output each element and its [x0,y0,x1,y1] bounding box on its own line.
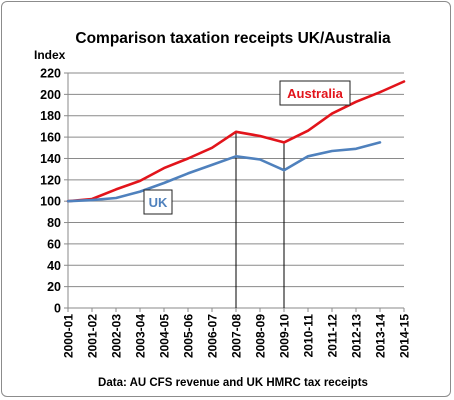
source-note: Data: AU CFS revenue and UK HMRC tax rec… [98,377,368,389]
x-tick-label: 2004-05 [158,314,172,358]
x-tick-label: 2000-01 [62,314,76,358]
x-tick-label: 2011-12 [326,314,340,358]
y-tick-label: 40 [47,259,61,273]
series-label-box-uk [143,189,173,215]
y-axis-label: Index [34,48,66,62]
series-label-box-australia [279,80,351,106]
y-tick-label: 160 [40,131,61,145]
y-tick-label: 0 [54,302,61,316]
x-tick-label: 2013-14 [374,314,388,358]
series-label-australia: Australia [287,86,343,101]
x-tick-label: 2008-09 [254,314,268,358]
x-tick-label: 2006-07 [206,314,220,358]
x-tick-label: 2005-06 [182,314,196,358]
x-tick-label: 2012-13 [350,314,364,358]
chart-title: Comparison taxation receipts UK/Australi… [75,30,391,47]
series-line-australia [66,80,406,203]
y-tick-label: 80 [47,216,61,230]
x-tick-label: 2003-04 [134,314,148,358]
x-tick-label: 2002-03 [110,314,124,358]
x-tick-label: 2010-11 [302,314,316,358]
y-tick-label: 100 [40,195,61,209]
x-tick-label: 2014-15 [398,314,412,358]
x-tick-label: 2001-02 [86,314,100,358]
series-line-uk [66,141,382,203]
y-tick-label: 220 [40,67,61,81]
series-label-uk: UK [149,195,168,210]
y-tick-label: 20 [47,280,61,294]
x-tick-label: 2009-10 [278,314,292,358]
y-tick-label: 120 [40,173,61,187]
y-tick-label: 200 [40,88,61,102]
y-tick-label: 180 [40,109,61,123]
x-tick-label: 2007-08 [230,314,244,358]
y-tick-label: 60 [47,237,61,251]
y-tick-label: 140 [40,152,61,166]
